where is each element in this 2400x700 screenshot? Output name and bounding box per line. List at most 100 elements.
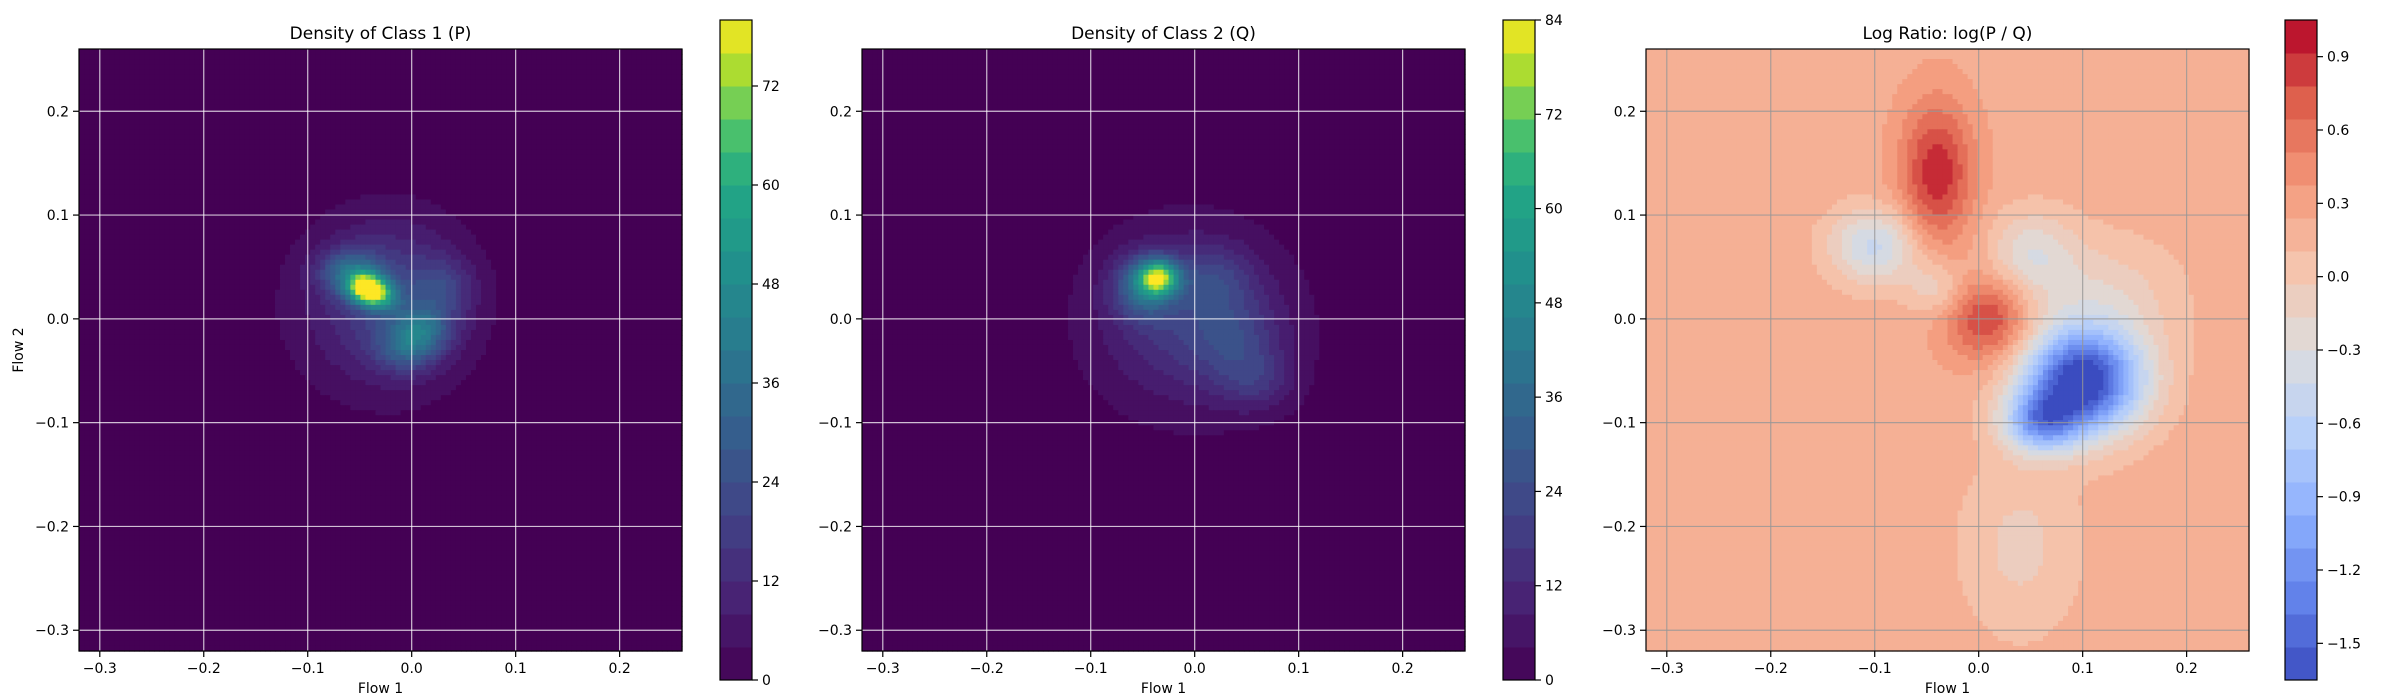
heatmap-cell [641, 109, 648, 115]
heatmap-cell [315, 224, 321, 231]
heatmap-cell [581, 194, 588, 201]
heatmap-cell [229, 79, 236, 85]
heatmap-cell [581, 69, 588, 75]
heatmap-cell [214, 149, 221, 155]
heatmap-cell [285, 124, 291, 130]
heatmap-cell [159, 74, 166, 80]
heatmap-cell [94, 204, 100, 211]
heatmap-cell [551, 174, 557, 181]
heatmap-cell [626, 224, 633, 231]
heatmap-cell [94, 99, 100, 105]
heatmap-cell [661, 104, 668, 110]
heatmap-cell [586, 139, 593, 145]
heatmap-cell [325, 184, 331, 191]
heatmap-cell [415, 109, 422, 115]
heatmap-cell [511, 219, 517, 226]
heatmap-cell [511, 189, 517, 196]
heatmap-cell [310, 89, 316, 95]
heatmap-cell [99, 214, 105, 221]
heatmap-cell [395, 159, 402, 165]
heatmap-cell [671, 229, 678, 236]
heatmap-cell [445, 79, 452, 85]
heatmap-cell [566, 89, 573, 95]
heatmap-cell [345, 214, 351, 221]
heatmap-cell [465, 249, 472, 256]
heatmap-cell [546, 69, 552, 75]
heatmap-cell [234, 209, 241, 216]
heatmap-cell [486, 89, 492, 95]
heatmap-cell [601, 104, 608, 110]
heatmap-cell [646, 94, 653, 100]
heatmap-cell [621, 74, 628, 80]
heatmap-cell [475, 129, 482, 135]
heatmap-cell [420, 134, 427, 140]
heatmap-cell [335, 219, 341, 226]
heatmap-cell [129, 184, 135, 191]
heatmap-cell [325, 209, 331, 216]
heatmap-cell [460, 64, 467, 70]
heatmap-cell [626, 119, 633, 125]
heatmap-cell [496, 174, 502, 181]
heatmap-cell [285, 239, 291, 246]
heatmap-cell [390, 254, 397, 261]
heatmap-cell [194, 104, 201, 110]
heatmap-cell [134, 89, 140, 95]
heatmap-cell [204, 59, 211, 65]
heatmap-cell [224, 149, 231, 155]
heatmap-cell [581, 79, 588, 85]
heatmap-cell [566, 184, 573, 191]
heatmap-cell [119, 189, 125, 196]
heatmap-cell [455, 214, 462, 221]
heatmap-cell [94, 69, 100, 75]
heatmap-cell [280, 224, 286, 231]
heatmap-cell [671, 219, 678, 226]
heatmap-cell [139, 104, 145, 110]
heatmap-cell [345, 164, 351, 170]
heatmap-cell [481, 239, 487, 246]
heatmap-cell [209, 214, 216, 221]
heatmap-cell [219, 239, 226, 246]
heatmap-cell [586, 124, 593, 130]
heatmap-cell [179, 119, 186, 125]
heatmap-cell [119, 99, 125, 105]
heatmap-cell [526, 49, 532, 55]
heatmap-cell [320, 209, 326, 216]
heatmap-cell [239, 174, 246, 181]
heatmap-cell [330, 209, 336, 216]
heatmap-cell [390, 84, 397, 90]
heatmap-cell [79, 239, 85, 246]
heatmap-cell [194, 234, 201, 241]
heatmap-cell [606, 244, 613, 251]
heatmap-cell [450, 224, 457, 231]
heatmap-cell [99, 64, 105, 70]
heatmap-cell [671, 244, 678, 251]
heatmap-cell [84, 64, 90, 70]
heatmap-cell [566, 224, 573, 231]
heatmap-cell [280, 54, 286, 60]
heatmap-cell [229, 174, 236, 181]
heatmap-cell [325, 79, 331, 85]
heatmap-cell [626, 54, 633, 60]
heatmap-cell [209, 199, 216, 206]
heatmap-cell [425, 254, 432, 261]
heatmap-cell [189, 249, 196, 256]
heatmap-cell [666, 89, 673, 95]
heatmap-cell [320, 219, 326, 226]
heatmap-cell [109, 234, 115, 241]
heatmap-cell [360, 229, 367, 236]
heatmap-cell [521, 134, 527, 140]
heatmap-cell [631, 249, 638, 256]
heatmap-cell [571, 189, 578, 196]
heatmap-cell [425, 179, 432, 186]
heatmap-cell [646, 204, 653, 211]
heatmap-cell [290, 99, 296, 105]
heatmap-cell [561, 59, 568, 65]
heatmap-cell [430, 164, 437, 170]
heatmap-cell [109, 94, 115, 100]
heatmap-cell [455, 109, 462, 115]
heatmap-cell [586, 159, 593, 165]
heatmap-cell [455, 114, 462, 120]
heatmap-cell [280, 169, 286, 176]
heatmap-cell [350, 229, 356, 236]
heatmap-cell [531, 119, 537, 125]
